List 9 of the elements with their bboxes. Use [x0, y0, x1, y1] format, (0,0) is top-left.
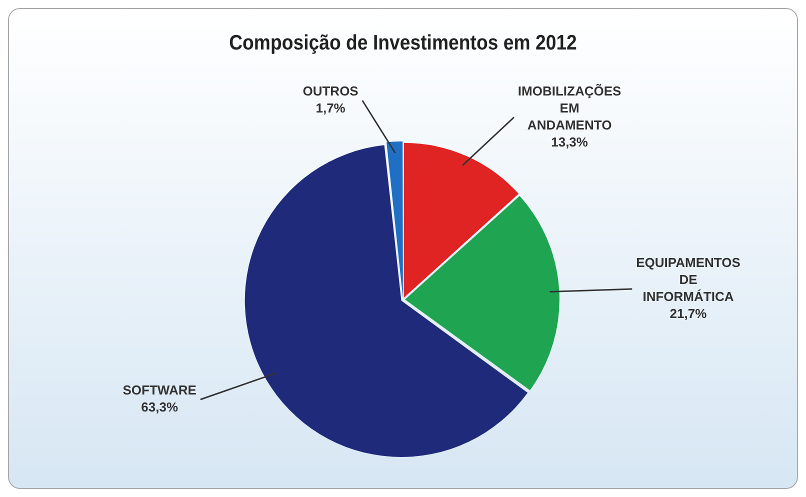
- data-label: 63,3%: [141, 400, 178, 415]
- slice-label: EQUIPAMENTOS DE INFORMÁTICA: [636, 255, 741, 304]
- slice-label: IMOBILIZAÇÕES EM ANDAMENTO: [518, 83, 622, 132]
- data-label: 1,7%: [316, 100, 346, 116]
- data-label: 13,3%: [551, 134, 588, 150]
- chart-title: Composição de Investimentos em 2012: [229, 31, 577, 55]
- slice-label: OUTROS: [302, 84, 359, 99]
- data-label: 21,7%: [670, 306, 708, 322]
- slice-label: SOFTWARE: [122, 382, 197, 398]
